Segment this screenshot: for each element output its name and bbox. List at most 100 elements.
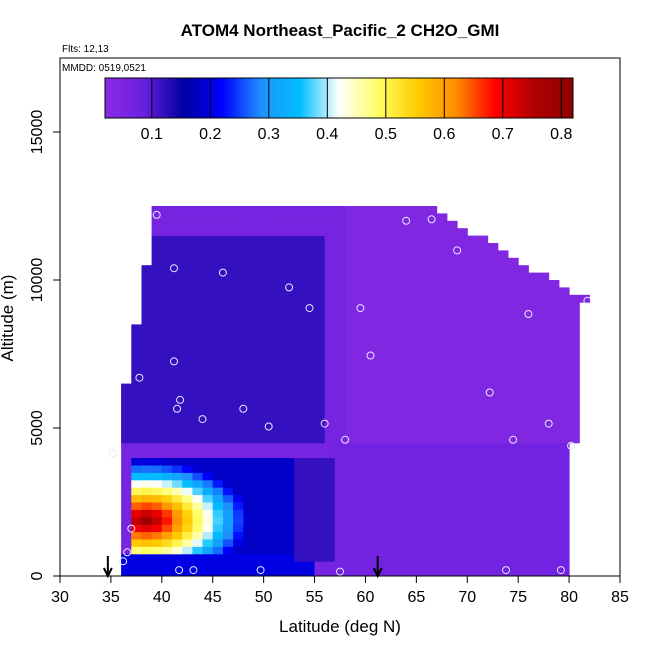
heatmap-cell: [477, 235, 489, 244]
heatmap-cell: [263, 354, 275, 362]
heatmap-cell: [385, 257, 397, 266]
heatmap-cell: [202, 479, 214, 488]
heatmap-cell: [304, 465, 316, 473]
heatmap-cell: [273, 257, 285, 266]
heatmap-cell: [528, 302, 540, 311]
heatmap-cell: [396, 272, 407, 281]
heatmap-cell: [304, 494, 316, 503]
heatmap-cell: [467, 294, 478, 303]
heatmap-cell: [284, 539, 295, 547]
heatmap-cell: [151, 516, 163, 525]
heatmap-cell: [436, 250, 448, 259]
heatmap-cell: [151, 524, 163, 533]
heatmap-cell: [528, 346, 540, 355]
heatmap-cell: [345, 331, 356, 340]
heatmap-cell: [548, 553, 560, 562]
heatmap-cell: [202, 206, 214, 214]
heatmap-cell: [518, 317, 529, 325]
heatmap-cell: [457, 539, 468, 547]
heatmap-cell: [406, 472, 417, 481]
heatmap-cell: [396, 442, 407, 451]
heatmap-cell: [436, 487, 448, 496]
heatmap-cell: [324, 235, 336, 244]
heatmap-cell: [151, 539, 163, 547]
heatmap-cell: [457, 354, 468, 362]
heatmap-cell: [192, 243, 204, 251]
heatmap-cell: [487, 472, 499, 481]
heatmap-cell: [548, 428, 560, 436]
heatmap-cell: [141, 487, 153, 496]
heatmap-cell: [375, 287, 387, 296]
heatmap-cell: [151, 220, 163, 229]
heatmap-cell: [151, 354, 163, 362]
x-tick-label: 40: [153, 589, 171, 606]
heatmap-cell: [294, 361, 305, 370]
heatmap-cell: [446, 509, 458, 518]
heatmap-cell: [314, 302, 326, 311]
heatmap-cell: [385, 516, 397, 525]
heatmap-cell: [396, 213, 407, 222]
heatmap-cell: [304, 280, 316, 288]
heatmap-cell: [263, 516, 275, 525]
heatmap-cell: [161, 361, 173, 370]
heatmap-cell: [334, 568, 346, 577]
heatmap-cell: [518, 494, 529, 503]
heatmap-cell: [202, 546, 214, 555]
heatmap-cell: [314, 405, 326, 414]
heatmap-cell: [355, 435, 366, 444]
heatmap-cell: [182, 428, 193, 436]
heatmap-cell: [273, 398, 285, 407]
heatmap-cell: [314, 442, 326, 451]
heatmap-cell: [508, 442, 519, 451]
heatmap-cell: [548, 398, 560, 407]
heatmap-cell: [192, 531, 204, 540]
heatmap-cell: [284, 472, 295, 481]
heatmap-cell: [172, 220, 183, 229]
sample-point: [341, 435, 350, 444]
heatmap-cell: [345, 487, 356, 496]
colorbar-tick-label: 0.4: [316, 126, 338, 143]
heatmap-cell: [141, 368, 153, 377]
heatmap-cell: [548, 376, 560, 385]
heatmap-cell: [426, 302, 438, 311]
heatmap-cell: [416, 487, 428, 496]
heatmap-cell: [406, 420, 417, 429]
heatmap-cell: [446, 457, 458, 466]
heatmap-cell: [365, 420, 377, 429]
heatmap-cell: [243, 487, 254, 496]
heatmap-cell: [131, 546, 142, 555]
heatmap-cell: [345, 206, 356, 214]
heatmap-cell: [446, 428, 458, 436]
heatmap-cell: [446, 487, 458, 496]
heatmap-cell: [273, 376, 285, 385]
heatmap-cell: [273, 339, 285, 348]
heatmap-cell: [202, 553, 214, 562]
heatmap-cell: [233, 361, 244, 370]
heatmap-cell: [345, 568, 356, 577]
heatmap-cell: [355, 383, 366, 392]
heatmap-cell: [375, 206, 387, 214]
heatmap-cell: [263, 228, 275, 237]
heatmap-cell: [558, 376, 570, 385]
heatmap-cell: [324, 450, 336, 459]
heatmap-cell: [538, 502, 550, 510]
colorbar-tick-label: 0.5: [375, 126, 397, 143]
heatmap-cell: [436, 213, 448, 222]
heatmap-cell: [141, 309, 153, 318]
heatmap-cell: [477, 339, 489, 348]
heatmap-cell: [202, 442, 214, 451]
heatmap-cell: [406, 324, 417, 333]
heatmap-cell: [375, 450, 387, 459]
heatmap-cell: [294, 265, 305, 274]
heatmap-cell: [569, 309, 580, 318]
heatmap-cell: [314, 250, 326, 259]
heatmap-cell: [172, 435, 183, 444]
heatmap-cell: [528, 561, 540, 570]
heatmap-cell: [396, 228, 407, 237]
heatmap-cell: [243, 413, 254, 422]
heatmap-cell: [497, 435, 509, 444]
heatmap-cell: [294, 354, 305, 362]
colorbar-tick-label: 0.1: [141, 126, 163, 143]
heatmap-cell: [284, 568, 295, 577]
heatmap-cell: [172, 405, 183, 414]
